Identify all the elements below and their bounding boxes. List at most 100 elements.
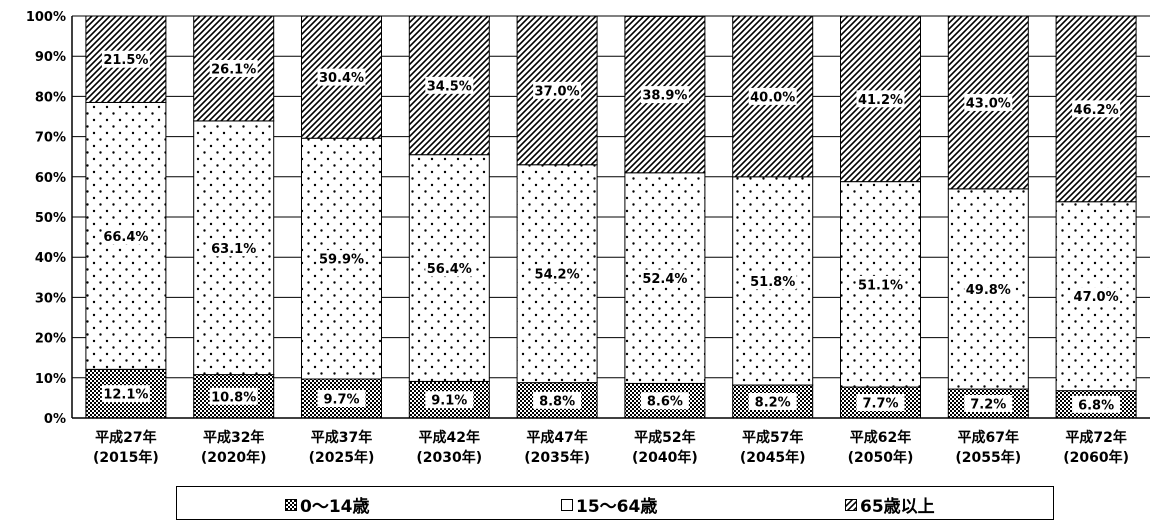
data-label-bg [317,250,366,268]
x-tick-label: (2030年) [416,449,482,466]
data-label-bg [533,265,582,283]
x-tick-label: (2035年) [524,449,590,466]
x-tick-label: 平成52年 [634,429,695,446]
legend-label: 65歳以上 [860,497,935,517]
data-label-bg [964,93,1013,111]
data-label-bg [640,392,689,410]
data-label: 10.8% [211,390,256,405]
data-label: 9.7% [323,393,359,408]
data-label-bg [964,280,1013,298]
data-label-bg [533,81,582,99]
data-label: 41.2% [858,93,903,108]
data-label-bg [209,59,258,77]
x-tick-label: 平成57年 [742,429,803,446]
axes: 0% 10% 20% 30% 40% 50% 60% 70% 80% 90% 100% 平成27年 (2… [26,10,1150,466]
data-label-bg [317,68,366,86]
data-label-bg [748,87,797,105]
data-label: 38.9% [642,89,687,104]
x-tick-label: 平成67年 [958,429,1019,446]
bars [85,15,1137,419]
data-label: 51.1% [858,278,903,293]
x-tick-label: (2045年) [740,449,806,466]
data-label-bg [425,259,474,277]
legend-item-0-14: 0～14歳 [285,492,370,517]
data-label: 34.5% [427,79,472,94]
x-tick-label: (2050年) [848,449,914,466]
legend: 0～14歳 15～64歳 65歳以上 [176,486,1054,520]
x-tick-label: 平成62年 [850,429,911,446]
data-label: 8.2% [755,396,791,411]
data-label-bg [1072,100,1121,118]
data-label: 21.5% [103,53,148,68]
data-label-bg [317,390,366,408]
legend-label: 0～14歳 [300,497,370,517]
data-label-bg [1072,395,1121,413]
data-label: 8.8% [539,394,575,409]
data-label: 6.8% [1078,398,1114,413]
x-tick-label: (2015年) [93,449,159,466]
data-label: 47.0% [1074,290,1119,305]
data-label-bg [748,393,797,411]
data-label: 7.7% [862,397,898,412]
data-label: 56.4% [427,262,472,277]
x-tick-label: (2055年) [955,449,1021,466]
data-label: 9.1% [431,394,467,409]
data-label-bg [964,395,1013,413]
data-label-bg [101,385,150,403]
data-label: 8.6% [647,395,683,410]
y-tick-label: 60% [35,171,66,186]
data-label: 54.2% [535,268,580,283]
x-tick-label: (2025年) [309,449,375,466]
legend-item-15-64: 15～64歳 [561,492,657,517]
data-labels: 12.1% 66.4% 21.5% 10.8% 63.1% 26.1% 9.7% 59.9% 3… [101,50,1121,413]
data-label-bg [209,387,258,405]
stacked-bar-chart: 0% 10% 20% 30% 40% 50% 60% 70% 80% 90% 100% 平成27年 (2… [26,10,1150,466]
legend-swatch-checker [285,498,297,511]
x-tick-label: (2060年) [1063,449,1129,466]
data-label-bg [640,86,689,104]
x-tick-label: (2040年) [632,449,698,466]
legend-swatch-hatch [845,498,857,511]
data-label: 46.2% [1074,103,1119,118]
data-label: 49.8% [966,283,1011,298]
data-label-bg [533,391,582,409]
data-label-bg [425,391,474,409]
data-label-bg [856,394,905,412]
data-label: 12.1% [103,388,148,403]
legend-item-65-plus: 65歳以上 [845,492,935,517]
y-tick-label: 30% [35,291,66,306]
legend-label: 15～64歳 [576,497,658,517]
data-label-bg [101,227,150,245]
y-tick-label: 40% [35,251,66,266]
x-tick-label: 平成42年 [419,429,480,446]
data-label: 51.8% [750,275,795,290]
y-tick-label: 10% [35,372,66,387]
data-label: 59.9% [319,253,364,268]
y-tick-label: 0% [44,412,66,427]
data-label: 52.4% [642,272,687,287]
x-tick-label: 平成32年 [203,429,264,446]
legend-swatch-dots [561,498,573,511]
x-tick-label: 平成37年 [311,429,372,446]
data-label-bg [1072,287,1121,305]
data-label: 63.1% [211,242,256,257]
data-label-bg [640,269,689,287]
y-tick-label: 90% [35,50,66,65]
x-tick-label: (2020年) [201,449,267,466]
data-label-bg [425,76,474,94]
data-label-bg [748,272,797,290]
data-label: 43.0% [966,96,1011,111]
y-tick-label: 80% [35,90,66,105]
data-label: 66.4% [103,230,148,245]
data-label: 37.0% [535,84,580,99]
x-tick-label: 平成27年 [95,429,156,446]
data-label-bg [856,90,905,108]
data-label: 7.2% [970,398,1006,413]
y-tick-label: 100% [26,10,66,25]
data-label-bg [856,275,905,293]
data-label: 40.0% [750,90,795,105]
x-tick-label: 平成47年 [526,429,587,446]
y-tick-label: 20% [35,332,66,347]
data-label-bg [101,50,150,68]
y-tick-label: 70% [35,131,66,146]
